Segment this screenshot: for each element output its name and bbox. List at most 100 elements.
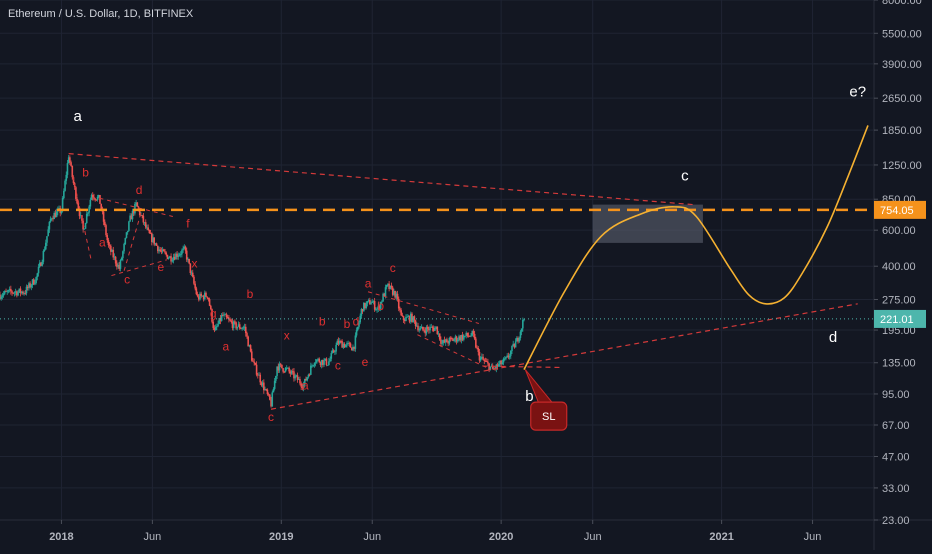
price-tag-label: 754.05: [880, 205, 914, 217]
candle-body: [310, 365, 312, 375]
candle-body: [505, 356, 507, 359]
candle-body: [499, 360, 501, 365]
candle-body: [294, 375, 296, 379]
candle-body: [11, 291, 13, 293]
candle-body: [17, 291, 19, 296]
y-tick-label: 400.00: [882, 261, 916, 273]
candle-body: [340, 340, 342, 342]
candle-body: [464, 335, 466, 337]
candle-body: [458, 336, 460, 341]
candle-body: [488, 363, 490, 371]
candle-body: [322, 359, 324, 365]
candle-body: [48, 221, 51, 230]
candle-body: [259, 374, 262, 383]
candle-body: [263, 382, 265, 391]
trend-line: [270, 303, 858, 410]
candle-body: [285, 367, 288, 369]
candle-body: [387, 283, 389, 285]
candle-body: [484, 360, 487, 362]
candle-body: [424, 330, 427, 334]
candle-body: [201, 295, 204, 297]
candle-body: [369, 300, 371, 305]
candle-body: [126, 230, 129, 233]
candle-body: [253, 361, 255, 363]
candle-body: [429, 327, 431, 331]
y-tick-label: 135.00: [882, 358, 916, 370]
candle-body: [471, 331, 474, 336]
candle-body: [511, 345, 513, 352]
candle-body: [448, 338, 451, 344]
candle-body: [24, 293, 27, 294]
candle-body: [418, 329, 421, 331]
candle-body: [0, 296, 3, 299]
candle-body: [120, 258, 123, 261]
candle-body: [295, 375, 298, 377]
candle-body: [226, 317, 229, 319]
candle-body: [453, 339, 455, 341]
candle-body: [152, 237, 154, 242]
candle-body: [426, 327, 429, 329]
projection-curve: [523, 125, 869, 370]
candle-body: [277, 366, 280, 371]
candle-body: [63, 190, 65, 199]
candle-body: [175, 253, 177, 260]
wave-label-minor: a: [365, 276, 372, 290]
candle-body: [342, 343, 345, 348]
candle-body: [229, 319, 231, 321]
candle-body: [170, 256, 172, 262]
candle-body: [85, 213, 88, 224]
candle-body: [66, 163, 69, 175]
candle-body: [212, 321, 215, 328]
candle-body: [312, 365, 315, 367]
candle-body: [155, 243, 158, 246]
price-tag-label: 221.01: [880, 314, 914, 326]
wave-label-minor: d: [353, 315, 360, 329]
wave-label-minor: a: [223, 339, 230, 353]
wave-label-minor: a: [302, 378, 309, 392]
x-tick-label: 2020: [489, 531, 513, 543]
candle-body: [265, 389, 268, 390]
candle-body: [223, 314, 225, 316]
candle-body: [355, 329, 358, 336]
wave-label-minor: b: [247, 287, 254, 301]
candle-body: [291, 371, 294, 373]
candle-body: [187, 258, 189, 260]
candle-body: [266, 389, 269, 395]
candle-body: [501, 362, 504, 365]
candle-body: [169, 256, 171, 258]
candle-body: [41, 261, 43, 266]
candle-body: [5, 291, 7, 292]
candle-body: [350, 347, 353, 351]
candle-body: [42, 251, 45, 262]
candle-body: [216, 326, 218, 327]
candle-body: [244, 326, 247, 334]
candle-body: [208, 299, 211, 306]
y-tick-label: 3900.00: [882, 59, 922, 71]
candle-body: [148, 229, 151, 234]
candle-body: [106, 235, 109, 241]
candle-body: [349, 343, 352, 348]
candle-body: [171, 260, 174, 262]
candle-body: [455, 336, 458, 342]
candle-body: [164, 251, 166, 253]
candle-body: [132, 210, 135, 214]
candle-body: [446, 339, 448, 343]
candle-body: [343, 343, 346, 348]
candle-body: [177, 255, 180, 257]
candle-body: [71, 165, 74, 178]
candle-body: [454, 336, 457, 340]
candle-body: [385, 284, 388, 288]
candle-body: [516, 337, 518, 342]
candle-body: [389, 285, 392, 290]
candle-body: [238, 324, 241, 329]
candle-body: [237, 324, 240, 327]
candle-body: [7, 290, 10, 292]
candle-body: [217, 323, 219, 327]
candle-body: [434, 327, 436, 331]
candle-body: [142, 215, 145, 223]
candle-body: [296, 375, 299, 380]
candle-body: [373, 301, 376, 310]
